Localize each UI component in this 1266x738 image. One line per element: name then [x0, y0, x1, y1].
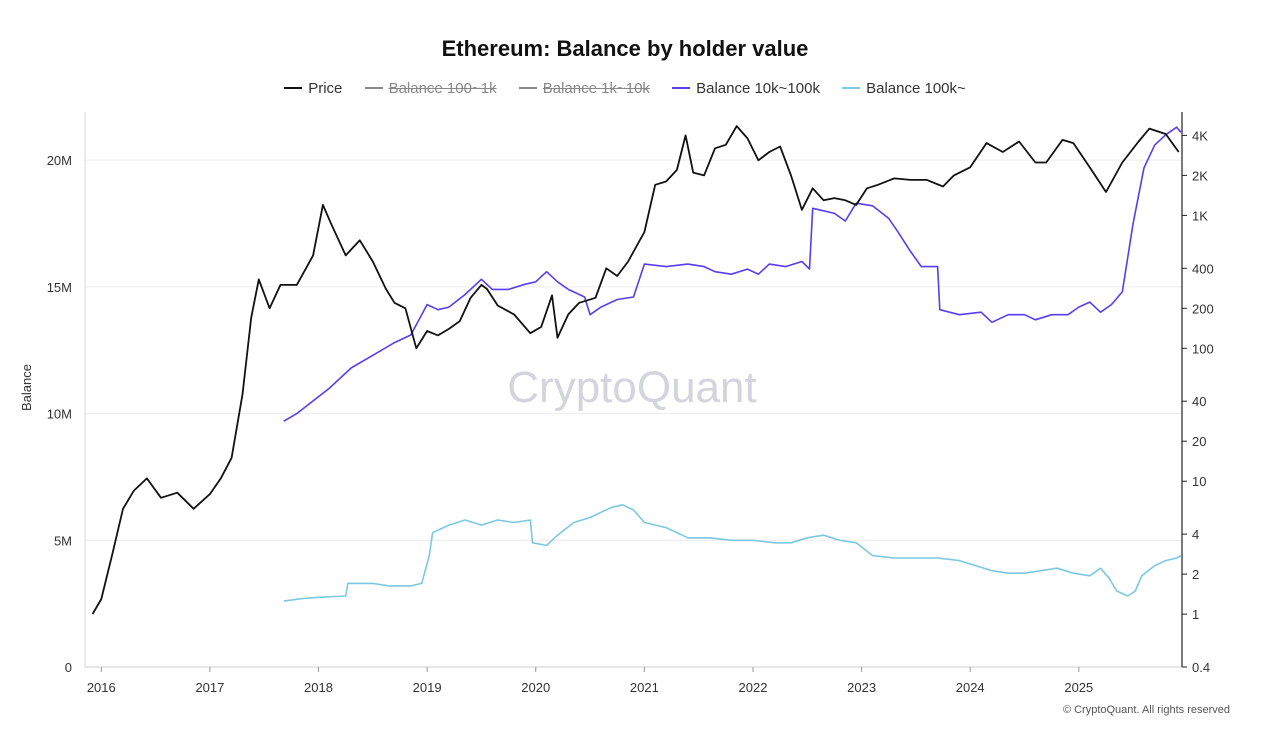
- legend-item-balance-100-1k[interactable]: Balance 100~1k: [364, 79, 497, 97]
- x-tick-label: 2022: [739, 680, 768, 695]
- series-line-price: [91, 125, 1180, 615]
- legend: Price Balance 100~1k Balance 1k~10k Bala…: [0, 76, 1250, 97]
- gridlines: [85, 159, 1182, 668]
- legend-swatch-balance-100-1k: [364, 87, 383, 89]
- chart-title: Ethereum: Balance by holder value: [441, 36, 809, 61]
- legend-label-price: Price: [308, 79, 343, 97]
- y-left-tick-label: 15M: [47, 280, 72, 295]
- y-right-tick-label: 1K: [1192, 208, 1208, 223]
- y-left-tick-label: 20M: [47, 153, 72, 168]
- y-axis-title: Balance: [19, 364, 34, 411]
- x-tick-label: 2020: [521, 680, 550, 695]
- x-tick-label: 2021: [630, 680, 659, 695]
- y-right-tick-label: 400: [1192, 261, 1214, 276]
- y-right-tick-label: 2: [1192, 567, 1199, 582]
- y-right-tick-label: 2K: [1192, 168, 1208, 183]
- x-tick-label: 2016: [87, 680, 116, 695]
- legend-item-balance-100k[interactable]: Balance 100k~: [842, 80, 966, 97]
- y-right-tick-label: 0.4: [1192, 660, 1210, 675]
- legend-label-balance-1k-10k: Balance 1k~10k: [542, 79, 650, 97]
- legend-label-balance-100k: Balance 100k~: [866, 79, 966, 97]
- legend-swatch-balance-10k-100k: [672, 87, 691, 89]
- y-right-tick-label: 10: [1192, 474, 1206, 489]
- x-tick-label: 2023: [847, 680, 876, 695]
- x-tick-label: 2019: [413, 680, 442, 695]
- watermark-logo: CryptoQuant: [507, 363, 756, 412]
- legend-swatch-balance-100k: [842, 87, 861, 89]
- legend-swatch-price: [284, 87, 303, 89]
- legend-item-balance-10k-100k[interactable]: Balance 10k~100k: [672, 80, 820, 97]
- legend-item-balance-1k-10k[interactable]: Balance 1k~10k: [518, 79, 650, 97]
- y-right-tick-label: 4K: [1192, 128, 1208, 143]
- y-left-tick-label: 5M: [54, 533, 72, 548]
- series-line-balance-100k: [283, 504, 1182, 602]
- x-tick-label: 2017: [195, 680, 224, 695]
- y-right-tick-label: 1: [1192, 607, 1199, 622]
- legend-swatch-balance-1k-10k: [518, 87, 537, 89]
- legend-label-balance-10k-100k: Balance 10k~100k: [696, 79, 820, 97]
- series-line-balance-10k-100k: [283, 126, 1182, 422]
- y-right-tick-label: 100: [1192, 341, 1214, 356]
- series-layer: [91, 125, 1182, 615]
- y-right-tick-label: 200: [1192, 301, 1214, 316]
- y-left-tick-label: 0: [65, 660, 72, 675]
- x-tick-label: 2025: [1064, 680, 1093, 695]
- legend-label-balance-100-1k: Balance 100~1k: [388, 79, 497, 97]
- y-right-tick-label: 20: [1192, 434, 1206, 449]
- axes: 0 5M 10M 15M 20M 0.4 1 2 4 10 20 40 100 200 400 1K 2K 4K 2…: [19, 112, 1214, 695]
- legend-item-price[interactable]: Price: [284, 80, 342, 97]
- y-right-tick-label: 4: [1192, 527, 1199, 542]
- x-tick-label: 2018: [304, 680, 333, 695]
- copyright-text: © CryptoQuant. All rights reserved: [1062, 704, 1230, 716]
- y-left-tick-label: 10M: [47, 407, 72, 422]
- x-tick-label: 2024: [956, 680, 985, 695]
- y-right-tick-label: 40: [1192, 394, 1206, 409]
